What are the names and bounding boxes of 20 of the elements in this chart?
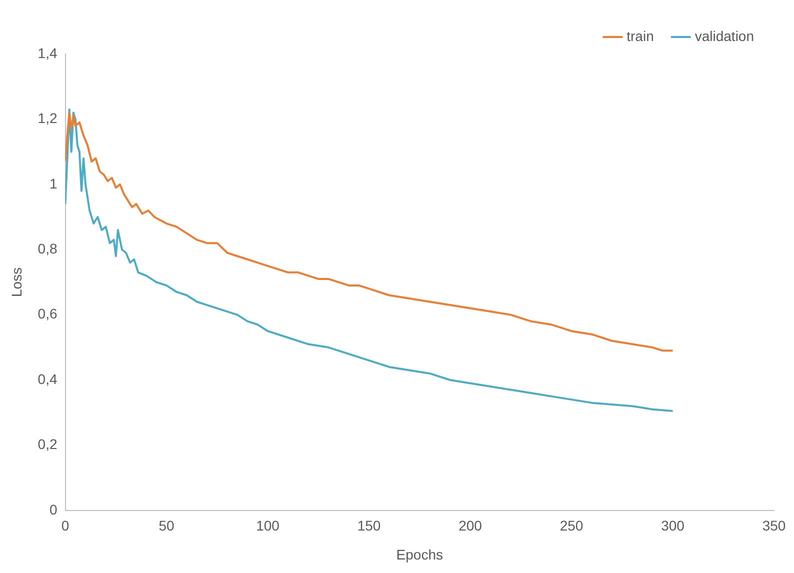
x-tick-label: 150 (357, 518, 381, 534)
y-tick-label: 0,4 (38, 370, 58, 387)
y-tick-label: 1 (49, 175, 58, 192)
x-tick-label: 350 (762, 518, 786, 534)
x-tick-label: 250 (560, 518, 584, 534)
y-tick-label: 0,8 (38, 240, 58, 256)
legend-label: validation (694, 28, 754, 44)
x-tick-label: 200 (458, 518, 482, 534)
y-axis-title: Loss (8, 267, 24, 297)
legend-label: train (626, 28, 654, 44)
x-tick-label: 300 (661, 518, 685, 534)
y-tick-label: 0,6 (38, 306, 58, 322)
x-tick-label: 0 (61, 518, 70, 534)
y-tick-label: 0 (49, 501, 58, 518)
x-tick-label: 100 (256, 518, 280, 534)
x-axis-title: Epochs (396, 546, 443, 562)
x-tick-label: 50 (158, 518, 175, 534)
y-tick-label: 0,2 (38, 436, 58, 452)
y-tick-label: 1,2 (38, 110, 58, 126)
y-tick-label: 1,4 (38, 44, 58, 61)
